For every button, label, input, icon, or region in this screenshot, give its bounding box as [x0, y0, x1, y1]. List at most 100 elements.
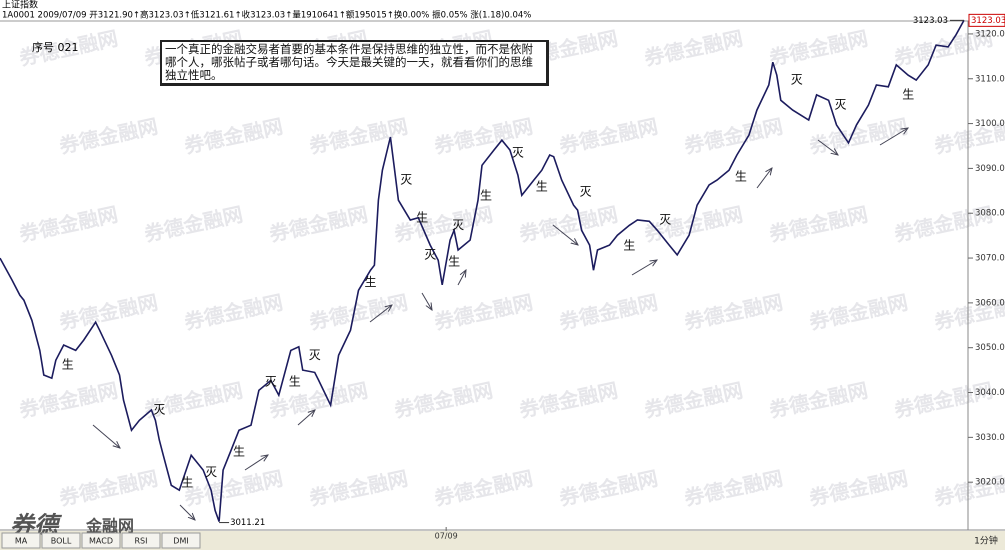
y-tick-label: 3020.0	[975, 478, 1005, 488]
watermark: 券德金融网	[181, 466, 285, 510]
y-tick-label: 3120.0	[975, 29, 1005, 39]
arrow	[631, 260, 657, 276]
watermark: 券德金融网	[266, 202, 370, 246]
annotation: 灭	[791, 73, 803, 87]
watermark: 券德金融网	[56, 114, 160, 158]
arrow	[817, 139, 838, 155]
y-tick-label: 3050.0	[975, 343, 1005, 353]
annotation: 生	[233, 445, 245, 459]
tab-label: BOLL	[51, 537, 72, 546]
watermark: 券德金融网	[806, 290, 910, 334]
annotation: 生	[536, 180, 548, 194]
annotation: 灭	[153, 403, 165, 417]
y-tick-label: 3030.0	[975, 433, 1005, 443]
watermark: 券德金融网	[641, 202, 745, 246]
watermark: 券德金融网	[181, 114, 285, 158]
annotation: 生	[623, 238, 635, 252]
logo-site: 金融网	[85, 517, 134, 536]
annotation: 生	[902, 87, 914, 101]
watermark: 券德金融网	[766, 378, 870, 422]
watermark: 券德金融网	[806, 466, 910, 510]
watermark: 券德金融网	[681, 290, 785, 334]
watermark: 券德金融网	[391, 202, 495, 246]
arrow	[297, 410, 315, 426]
watermark: 券德金融网	[516, 378, 620, 422]
watermark: 券德金融网	[56, 290, 160, 334]
watermark: 券德金融网	[431, 290, 535, 334]
watermark: 券德金融网	[16, 202, 120, 246]
arrow	[879, 128, 908, 146]
annotation: 灭	[512, 146, 524, 160]
chart-title: 上证指数	[2, 0, 38, 11]
watermark: 券德金融网	[306, 114, 410, 158]
watermark: 券德金融网	[556, 290, 660, 334]
tab	[81, 532, 121, 549]
annotation: 灭	[309, 348, 321, 362]
watermark: 券德金融网	[681, 466, 785, 510]
annotation: 生	[416, 211, 428, 225]
arrow	[457, 270, 466, 286]
annotation: 生	[181, 476, 193, 490]
watermark: 券德金融网	[891, 378, 995, 422]
annotation: 灭	[580, 185, 592, 199]
tab-label: MA	[15, 537, 28, 546]
period-label: 1分钟	[974, 535, 998, 547]
watermark: 券德金融网	[306, 466, 410, 510]
tab	[161, 532, 201, 549]
tab	[41, 532, 81, 549]
watermark: 券德金融网	[766, 26, 870, 70]
price-tag-label: 3123.03	[971, 16, 1005, 26]
annotation: 灭	[265, 375, 277, 389]
watermark: 券德金融网	[556, 114, 660, 158]
arrow	[369, 305, 392, 323]
annotation: 灭	[659, 212, 671, 226]
watermark: 券德金融网	[641, 378, 745, 422]
y-tick-label: 3060.0	[975, 298, 1005, 308]
quote-info: 1A0001 2009/07/09 开3121.90↑高3123.03↑低312…	[2, 10, 531, 21]
watermark: 券德金融网	[681, 114, 785, 158]
annotation: 生	[62, 358, 74, 372]
y-tick-label: 3080.0	[975, 209, 1005, 219]
price-tag	[968, 13, 1005, 27]
annotation: 灭	[835, 98, 847, 112]
annotation: 生	[735, 169, 747, 183]
annotation: 灭	[400, 173, 412, 187]
serial-label: 序号 021	[32, 40, 79, 54]
annotation: 灭	[424, 247, 436, 261]
watermark: 券德金融网	[516, 202, 620, 246]
watermark: 券德金融网	[431, 466, 535, 510]
y-tick-label: 3100.0	[975, 119, 1005, 129]
annotation: 生	[364, 275, 376, 289]
watermark: 券德金融网	[556, 466, 660, 510]
value-label: 3123.03	[913, 16, 948, 26]
arrow	[179, 504, 195, 520]
y-tick-label: 3090.0	[975, 164, 1005, 174]
arrow	[92, 424, 120, 448]
annotation: 灭	[205, 465, 217, 479]
annotation: 生	[448, 255, 460, 269]
tab	[121, 532, 161, 549]
arrow	[421, 292, 432, 310]
value-label: 3011.21	[230, 518, 265, 528]
arrow	[244, 455, 268, 471]
y-tick-label: 3070.0	[975, 254, 1005, 264]
tab-bar	[0, 531, 1005, 550]
annotation: 生	[289, 375, 301, 389]
watermark: 券德金融网	[641, 26, 745, 70]
watermark: 券德金融网	[766, 202, 870, 246]
note-box: 一个真正的金融交易者首要的基本条件是保持思维的独立性，而不是依附哪个人，哪张帖子…	[160, 40, 549, 86]
arrow	[756, 168, 772, 189]
arrows	[92, 128, 908, 520]
watermark: 券德金融网	[141, 202, 245, 246]
tab-label: RSI	[135, 537, 148, 546]
price-line	[0, 19, 965, 522]
y-tick-label: 3110.0	[975, 74, 1005, 84]
watermark: 券德金融网	[306, 290, 410, 334]
arrow	[552, 224, 578, 245]
watermark: 券德金融网	[181, 290, 285, 334]
watermark: 券德金融网	[16, 378, 120, 422]
annotation: 生	[480, 189, 492, 203]
tab-label: DMI	[173, 537, 188, 546]
